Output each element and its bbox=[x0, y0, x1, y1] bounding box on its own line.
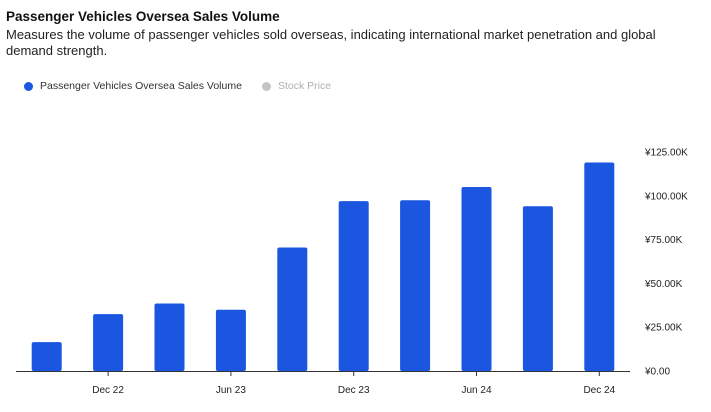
bar-dec-22[interactable] bbox=[93, 314, 124, 371]
legend-dot-sales-volume-icon bbox=[24, 81, 33, 91]
chart-title: Passenger Vehicles Oversea Sales Volume bbox=[6, 9, 280, 24]
legend-label-stock-price: Stock Price bbox=[277, 80, 332, 92]
bar-jun-24[interactable] bbox=[461, 187, 492, 371]
x-tick-label: Jun 24 bbox=[461, 385, 491, 396]
y-axis-ticks: ¥0.00 ¥25.00K ¥50.00K ¥75.00K ¥100.00K ¥125.0… bbox=[644, 148, 688, 378]
chart-legend: Passenger Vehicles Oversea Sales Volume … bbox=[24, 80, 351, 92]
x-tick-label: Dec 23 bbox=[338, 385, 370, 396]
chart-subtitle: Measures the volume of passenger vehicle… bbox=[6, 27, 656, 58]
bar-sep-23[interactable] bbox=[277, 247, 308, 372]
x-axis-ticks: Dec 22 Jun 23 Dec 23 Jun 24 Dec 24 bbox=[92, 371, 616, 396]
bar-dec-23[interactable] bbox=[338, 201, 369, 371]
y-tick-label: ¥50.00K bbox=[644, 279, 683, 290]
x-tick-label: Jun 23 bbox=[216, 385, 246, 396]
bar-sep-24[interactable] bbox=[522, 206, 553, 371]
legend-item-stock-price[interactable]: Stock Price bbox=[261, 80, 332, 92]
y-tick-label: ¥125.00K bbox=[644, 148, 688, 159]
y-tick-label: ¥0.00 bbox=[644, 367, 670, 378]
y-tick-label: ¥75.00K bbox=[644, 235, 683, 246]
bar-mar-23[interactable] bbox=[154, 303, 185, 372]
x-tick-label: Dec 24 bbox=[583, 385, 615, 396]
y-tick-label: ¥25.00K bbox=[644, 323, 683, 334]
bar-jun-23[interactable] bbox=[215, 309, 246, 371]
bar-mar-24[interactable] bbox=[400, 200, 431, 371]
bar-sep-22[interactable] bbox=[31, 342, 62, 371]
x-tick-label: Dec 22 bbox=[92, 385, 124, 396]
y-tick-label: ¥100.00K bbox=[644, 191, 688, 202]
legend-label-sales-volume: Passenger Vehicles Oversea Sales Volume bbox=[40, 80, 242, 92]
legend-dot-stock-price-icon bbox=[261, 81, 271, 91]
legend-item-sales-volume[interactable]: Passenger Vehicles Oversea Sales Volume bbox=[24, 80, 242, 92]
bars-layer bbox=[31, 162, 615, 372]
bar-dec-24[interactable] bbox=[584, 162, 615, 372]
